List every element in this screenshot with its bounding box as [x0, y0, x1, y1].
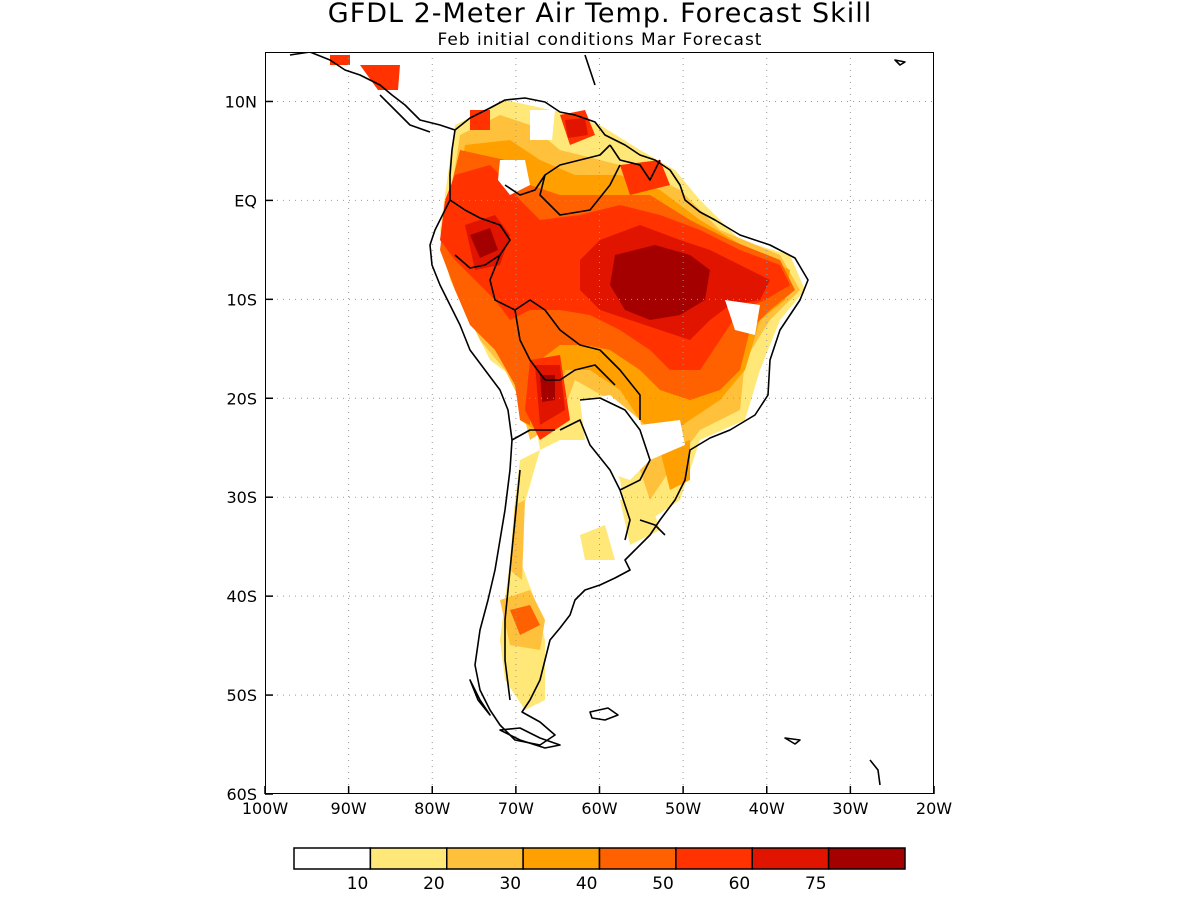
- y-tick-label: 40S: [226, 587, 257, 606]
- colorbar-label: 20: [423, 874, 445, 894]
- x-tick-label: 70W: [498, 799, 534, 818]
- y-tick-label: 20S: [226, 389, 257, 408]
- colorbar-label: 40: [576, 874, 598, 894]
- colorbar-swatch: [446, 847, 524, 870]
- grid-lines: [265, 52, 934, 794]
- x-tick-label: 40W: [749, 799, 785, 818]
- coastlines: [289, 52, 906, 786]
- colorbar-swatch: [522, 847, 601, 870]
- y-tick-label: EQ: [234, 191, 257, 210]
- map-panel: [265, 52, 934, 794]
- y-tick-label: 30S: [226, 488, 257, 507]
- colorbar-label: 30: [499, 874, 521, 894]
- colorbar-label: 10: [347, 874, 369, 894]
- x-tick-label: 50W: [665, 799, 701, 818]
- colorbar-swatch: [751, 847, 830, 870]
- colorbar-label: 75: [805, 874, 827, 894]
- y-tick-label: 10S: [226, 290, 257, 309]
- x-axis: 100W 90W 80W 70W 60W 50W 40W 30W 20W: [242, 786, 952, 818]
- colorbar: 10 20 30 40 50 60 75: [293, 847, 906, 894]
- map-title: GFDL 2-Meter Air Temp. Forecast Skill: [328, 0, 872, 29]
- x-tick-label: 80W: [414, 799, 450, 818]
- x-tick-label: 90W: [331, 799, 367, 818]
- colorbar-swatch: [675, 847, 753, 870]
- y-axis: 10N EQ 10S 20S 30S 40S 50S 60S: [225, 92, 273, 804]
- skill-shading: [330, 55, 805, 710]
- colorbar-label: 50: [652, 874, 674, 894]
- colorbar-swatch: [827, 847, 906, 870]
- y-tick-label: 10N: [225, 92, 257, 111]
- x-tick-label: 20W: [916, 799, 952, 818]
- x-tick-label: 60W: [581, 799, 617, 818]
- x-tick-label: 30W: [832, 799, 868, 818]
- colorbar-label: 60: [729, 874, 751, 894]
- x-tick-label: 100W: [242, 799, 289, 818]
- colorbar-swatch: [598, 847, 677, 870]
- colorbar-swatch: [369, 847, 448, 870]
- y-tick-label: 50S: [226, 686, 257, 705]
- colorbar-swatch: [293, 847, 372, 870]
- y-tick-label: 60S: [226, 785, 257, 804]
- map-subtitle: Feb initial conditions Mar Forecast: [438, 30, 763, 50]
